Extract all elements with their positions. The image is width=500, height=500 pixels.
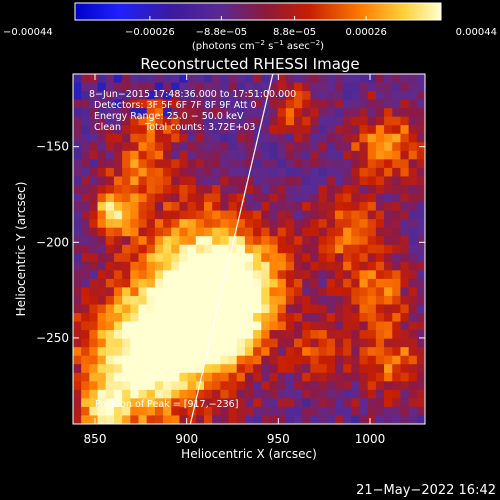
x-tick-label: 900 (175, 432, 198, 446)
x-tick-label: 850 (84, 432, 107, 446)
chart-title: Reconstructed RHESSI Image (140, 55, 359, 73)
heatmap-image (73, 74, 425, 424)
y-tick-label: −250 (36, 331, 69, 345)
annotation-energy-range: Energy Range: 25.0 − 50.0 keV (94, 111, 244, 122)
y-axis-ticks: −150 −200 −250 (36, 140, 425, 345)
footer-timestamp: 21−May−2022 16:42 (356, 483, 496, 498)
colorbar-tick-label: −8.8e−05 (196, 27, 248, 38)
plot-frame (72, 73, 426, 425)
annotation-time-range: 8−Jun−2015 17:48:36.000 to 17:51:00.000 (89, 89, 296, 100)
colorbar-tick-label: 8.8e−05 (273, 27, 316, 38)
colorbar-tick-label: −0.00044 (3, 27, 53, 38)
annotation-detectors: Detectors: 3F 5F 6F 7F 8F 9F Att 0 (94, 100, 257, 111)
colorbar-units: (photons cm−2 s−1 asec−2) (192, 39, 324, 52)
y-axis-label: Heliocentric Y (arcsec) (14, 182, 28, 317)
x-axis-ticks: 850 900 950 1000 (84, 74, 386, 446)
annotation-method: Clean (94, 122, 121, 133)
x-tick-label: 950 (267, 432, 290, 446)
colorbar (74, 2, 442, 21)
x-axis-label: Heliocentric X (arcsec) (181, 447, 317, 461)
annotations: 8−Jun−2015 17:48:36.000 to 17:51:00.000 … (89, 89, 296, 410)
x-tick-label: 1000 (355, 432, 386, 446)
annotation-total-counts: Total counts: 3.72E+03 (144, 122, 255, 133)
y-tick-label: −200 (36, 235, 69, 249)
solar-limb-line (189, 74, 274, 424)
colorbar-tick-label: 0.00026 (345, 27, 386, 38)
colorbar-ticks: −0.00044 −0.00026 −8.8e−05 8.8e−05 0.00026 0.… (3, 16, 497, 38)
colorbar-tick-label: −0.00026 (125, 27, 175, 38)
colorbar-tick-label: 0.00044 (456, 27, 497, 38)
annotation-peak-position: Position of Peak = [917,−236] (95, 399, 238, 410)
y-tick-label: −150 (36, 140, 69, 154)
